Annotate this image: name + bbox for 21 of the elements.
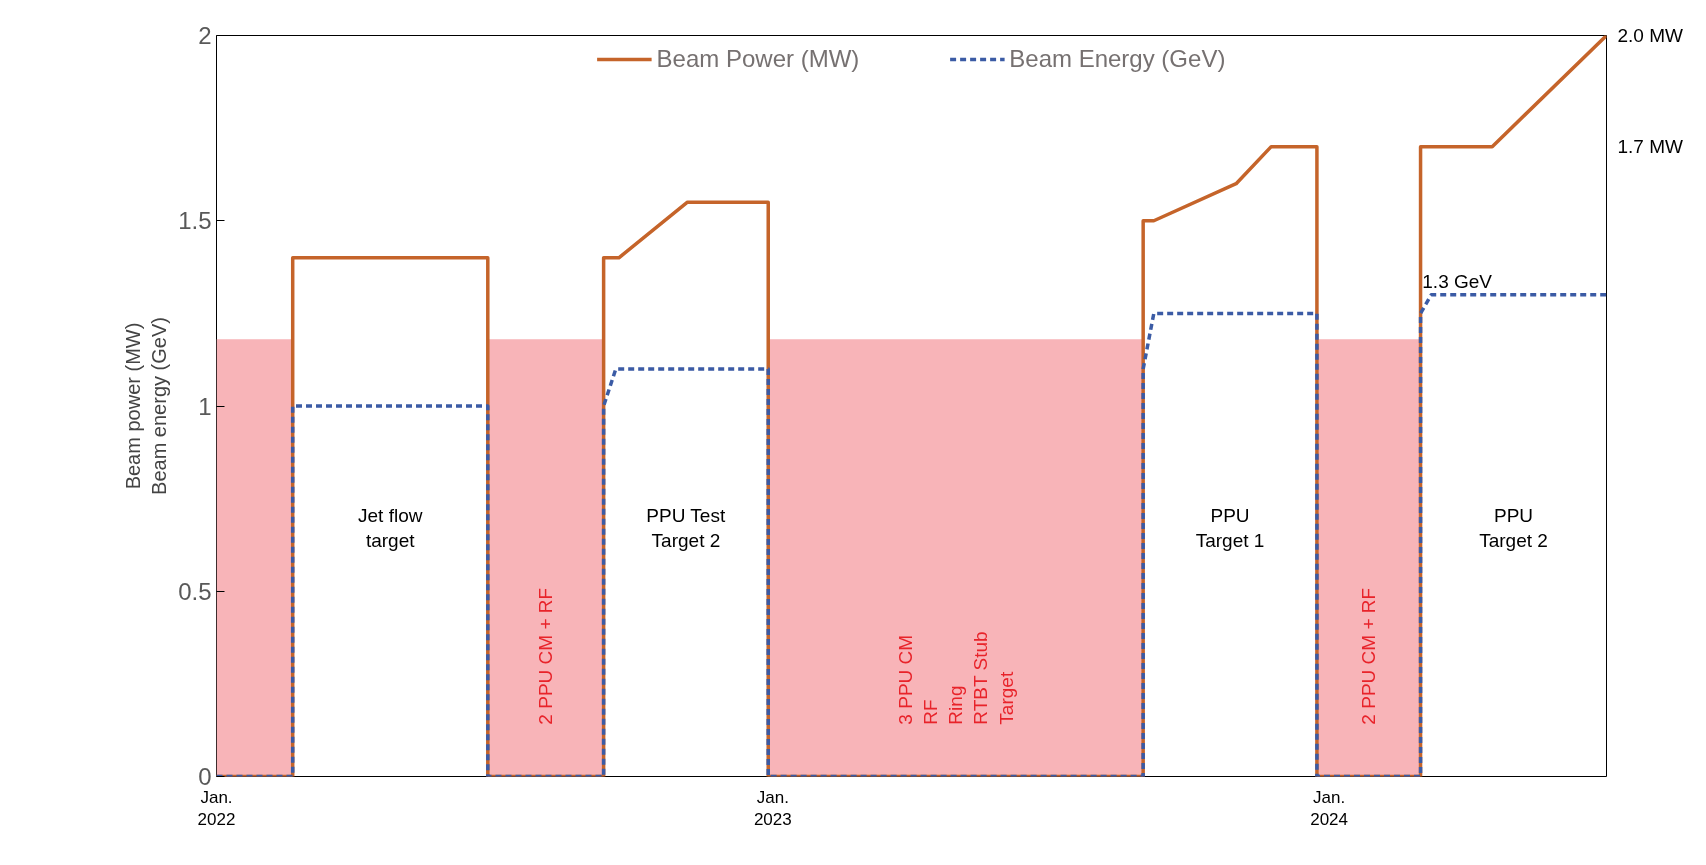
annotation: 1.3 GeV — [1422, 270, 1493, 292]
annotation: 3 PPU CM RF Ring RTBT Stub Target — [894, 631, 1017, 725]
annotation: Jet flow target — [358, 505, 423, 552]
x-tick-label: Jan. 2024 — [1310, 787, 1349, 830]
annotation: PPU Test Target 2 — [646, 505, 726, 552]
x-tick-label: Jan. 2023 — [753, 787, 792, 830]
legend-label: Beam Energy (GeV) — [1009, 45, 1226, 73]
legend-label: Beam Power (MW) — [656, 45, 860, 73]
y-tick-label: 2 — [198, 22, 212, 49]
x-tick-label: Jan. 2022 — [197, 787, 236, 830]
annotation: PPU Target 1 — [1195, 505, 1265, 552]
y2-tick-label: 1.7 MW — [1617, 136, 1684, 158]
y-tick-label: 0 — [198, 763, 212, 790]
annotation: PPU Target 2 — [1479, 505, 1548, 552]
annotation: 2 PPU CM + RF — [1358, 587, 1380, 725]
y-tick-label: 0.5 — [178, 577, 212, 605]
y-tick-label: 1 — [198, 392, 212, 420]
y2-tick-label: 2.0 MW — [1617, 25, 1684, 46]
annotation: 2 PPU CM + RF — [535, 587, 557, 725]
y-axis-title: Beam power (MW) Beam energy (GeV) — [121, 317, 171, 495]
y-tick-label: 1.5 — [178, 207, 212, 235]
